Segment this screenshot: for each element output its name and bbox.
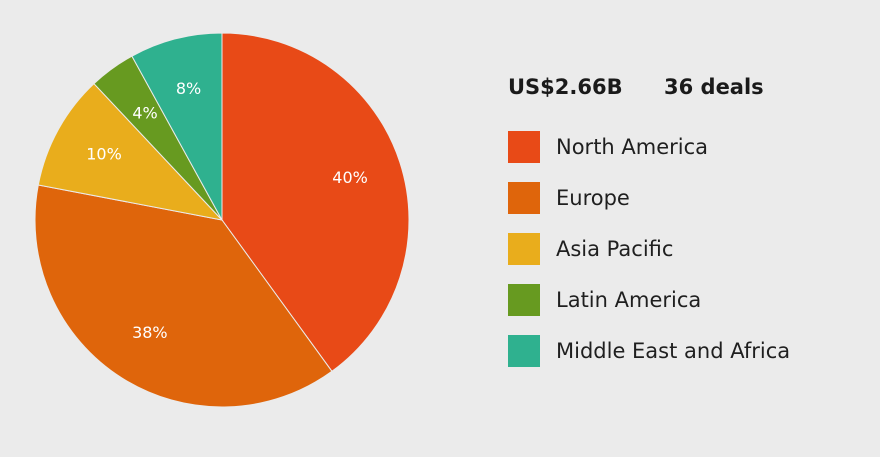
legend-label: Asia Pacific xyxy=(556,237,673,261)
legend-swatch xyxy=(508,335,540,367)
slice-label: 38% xyxy=(132,323,168,342)
legend-label: North America xyxy=(556,135,708,159)
legend-label: Middle East and Africa xyxy=(556,339,790,363)
slice-label: 4% xyxy=(132,104,157,123)
slice-label: 40% xyxy=(332,168,368,187)
legend-swatch xyxy=(508,284,540,316)
pie-slice xyxy=(37,82,224,221)
pie-slice xyxy=(221,32,410,372)
deal-count: 36 deals xyxy=(664,75,764,99)
slice-label: 10% xyxy=(86,145,122,164)
legend-swatch xyxy=(508,131,540,163)
pie-slice xyxy=(131,32,223,221)
legend-swatch xyxy=(508,182,540,214)
legend-label: Latin America xyxy=(556,288,701,312)
pie-slice xyxy=(34,184,333,408)
legend-label: Europe xyxy=(556,186,630,210)
legend-swatch xyxy=(508,233,540,265)
slice-label: 8% xyxy=(176,79,201,98)
total-value: US$2.66B xyxy=(508,75,623,99)
